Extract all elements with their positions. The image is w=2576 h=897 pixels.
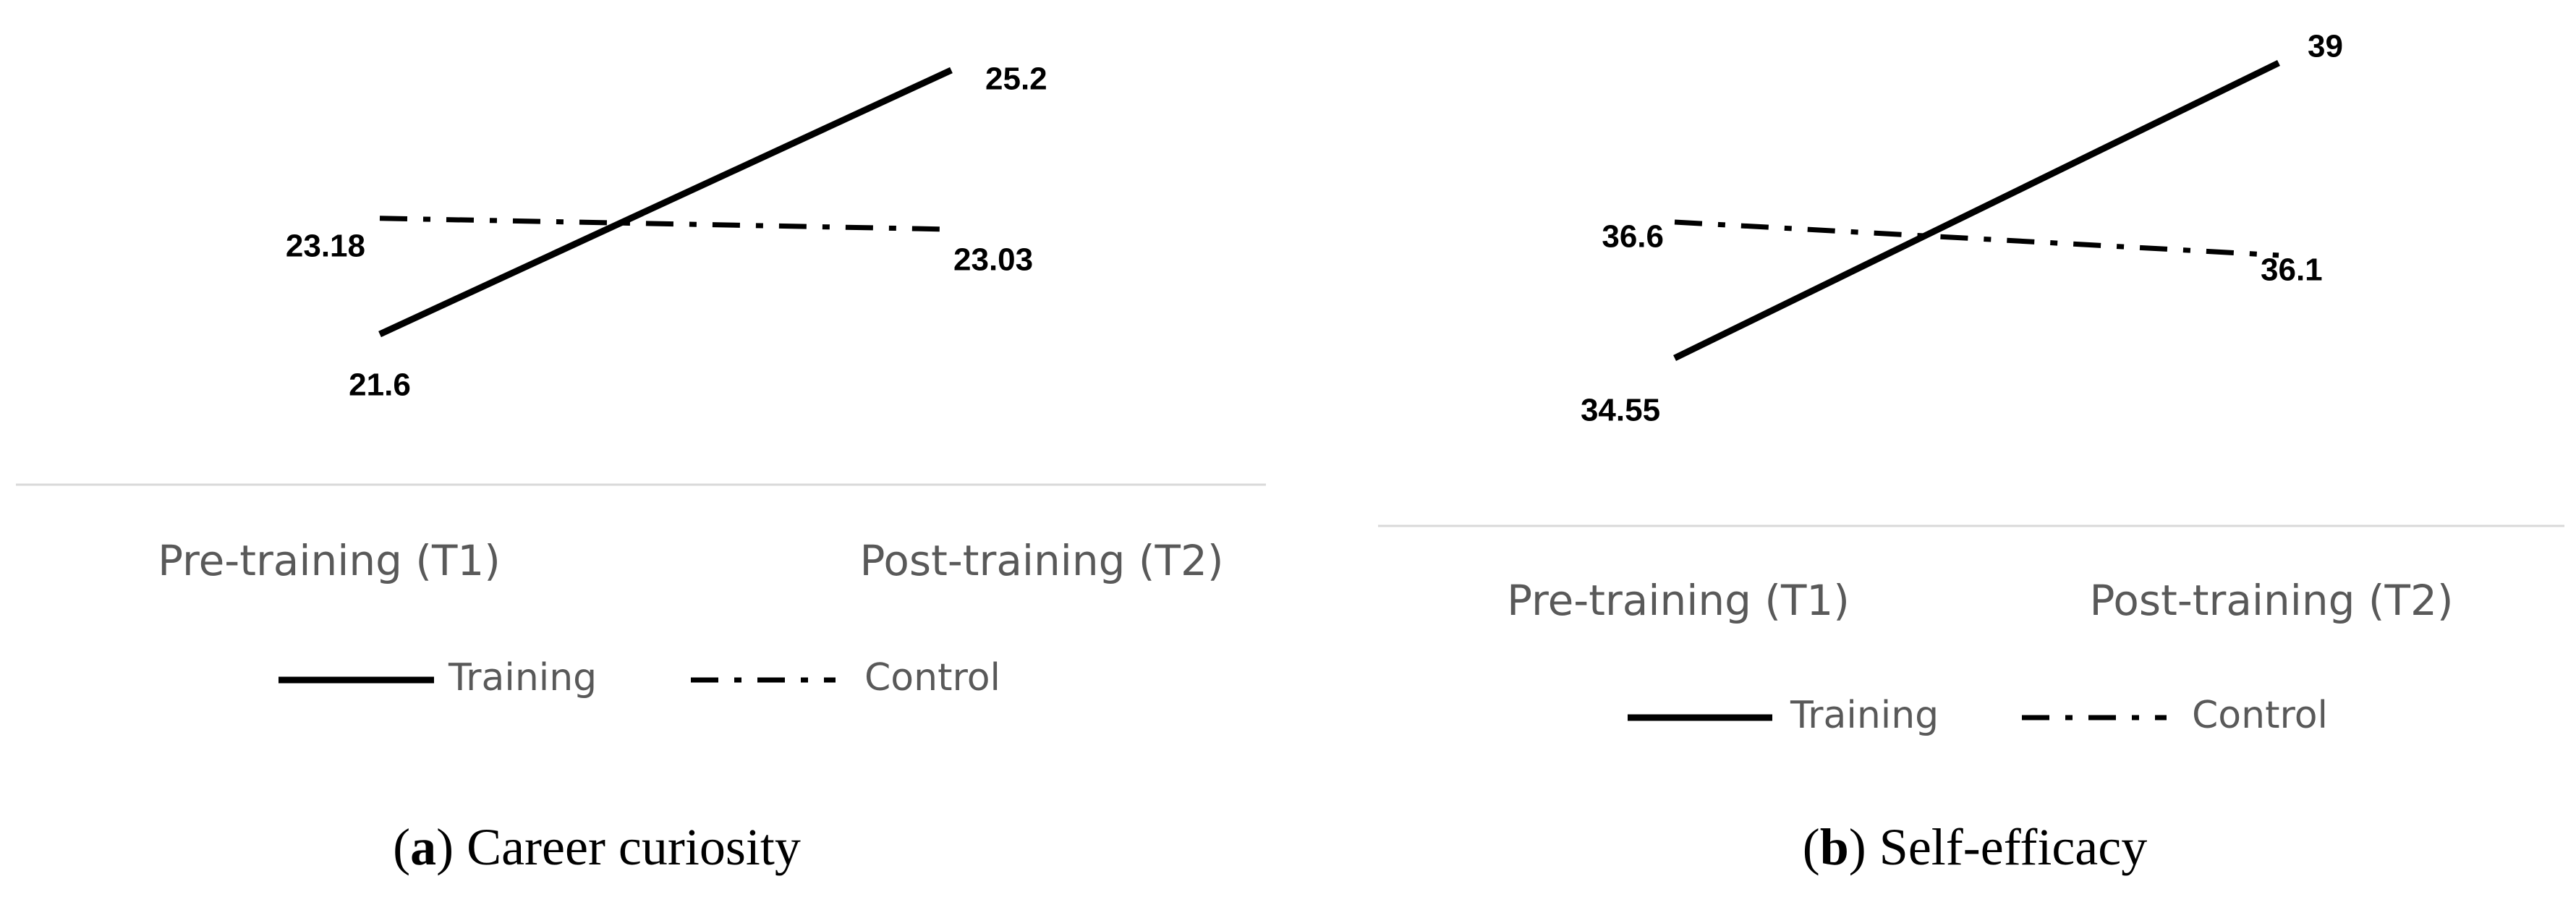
data-label: 25.2 (985, 61, 1047, 97)
caption-letter: a (410, 818, 436, 876)
series-line-control (1674, 219, 2279, 258)
legend-label-training: Training (1790, 694, 1939, 737)
caption-text: Career curiosity (467, 818, 801, 876)
legend-label-control: Control (864, 656, 1000, 700)
chart-a: Pre-training (T1) Post-training (T2) 21.6 2… (16, 61, 1266, 876)
subfigure-caption: (a) Career curiosity (393, 818, 801, 876)
x-tick-label: Post-training (T2) (2090, 576, 2454, 625)
data-label: 36.6 (1602, 219, 1664, 255)
data-label: 36.1 (2261, 252, 2323, 288)
data-label: 23.03 (953, 242, 1033, 278)
legend: Training Control (1628, 694, 2328, 737)
legend-label-training: Training (448, 656, 597, 700)
chart-b: Pre-training (T1) Post-training (T2) 34.55… (1378, 29, 2564, 876)
series-line-training (1673, 59, 2280, 362)
x-tick-label: Pre-training (T1) (1507, 576, 1850, 625)
series-line-control (379, 216, 952, 232)
x-tick-label: Post-training (T2) (860, 536, 1224, 585)
x-tick-label: Pre-training (T1) (158, 536, 501, 585)
data-label: 21.6 (349, 367, 411, 403)
data-label: 39 (2308, 29, 2343, 64)
caption-text: Self-efficacy (1879, 818, 2147, 876)
subfigure-caption: (b) Self-efficacy (1803, 818, 2147, 876)
legend-label-control: Control (2192, 694, 2328, 737)
series-line-training (378, 67, 953, 338)
caption-letter: b (1820, 818, 1849, 876)
data-label: 23.18 (286, 229, 365, 264)
data-label: 34.55 (1581, 393, 1660, 428)
legend: Training Control (279, 656, 1000, 700)
